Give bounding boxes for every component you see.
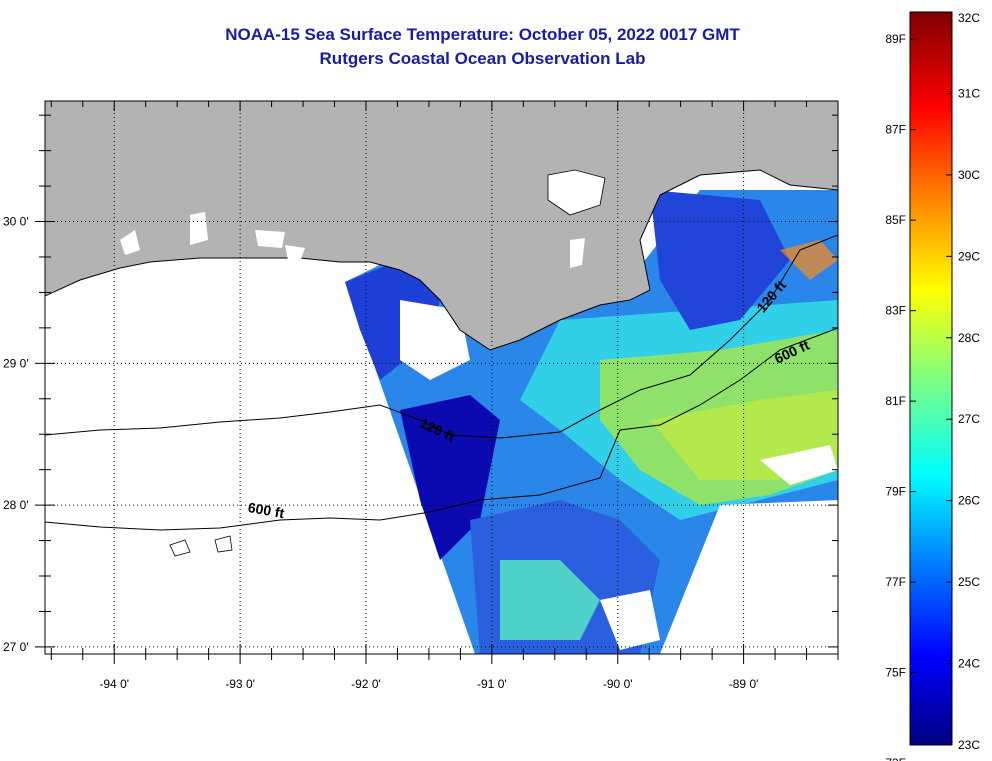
longitude-labels: -94 0' -93 0' -92 0' -91 0' -90 0' -89 0' [99, 677, 758, 691]
colorbar-f-label: 83F [885, 304, 906, 318]
colorbar-f-label: 81F [885, 394, 906, 408]
lon-tick-label: -94 0' [99, 677, 129, 691]
frame-ticks [35, 101, 839, 664]
sst-swath [345, 190, 838, 654]
lon-tick-label: -89 0' [729, 677, 759, 691]
colorbar-c-label: 31C [958, 86, 980, 100]
lat-tick-label: 28 0' [3, 498, 29, 512]
colorbar-f-label: 89F [885, 32, 906, 46]
lon-tick-label: -92 0' [351, 677, 381, 691]
colorbar-f-label: 87F [885, 123, 906, 137]
map-title: NOAA-15 Sea Surface Temperature: October… [225, 25, 740, 44]
lat-tick-label: 29 0' [3, 356, 29, 370]
contour-600ft [45, 327, 838, 531]
colorbar-c-label: 28C [958, 331, 980, 345]
land-mass [45, 101, 838, 351]
colorbar-c-label: 23C [958, 738, 980, 752]
colorbar-f-label: 75F [885, 666, 906, 680]
lon-tick-label: -91 0' [477, 677, 507, 691]
colorbar-c-label: 29C [958, 249, 980, 263]
map-subtitle: Rutgers Coastal Ocean Observation Lab [319, 49, 646, 68]
lon-tick-label: -90 0' [603, 677, 633, 691]
colorbar-f-label: 73F [885, 756, 906, 761]
colorbar-f-label: 79F [885, 485, 906, 499]
colorbar-c-label: 24C [958, 657, 980, 671]
colorbar-fahrenheit-labels: 89F 87F 85F 83F 81F 79F 77F 75F 73F [885, 32, 916, 761]
contour-120ft [45, 234, 838, 439]
colorbar-f-label: 85F [885, 213, 906, 227]
graticule [45, 101, 838, 654]
colorbar: 89F 87F 85F 83F 81F 79F 77F 75F 73F 32C 31C 30C 29C… [885, 11, 980, 761]
lon-tick-label: -93 0' [225, 677, 255, 691]
latitude-labels: 30 0' 29 0' 28 0' 27 0' [3, 215, 29, 654]
colorbar-c-label: 30C [958, 168, 980, 182]
colorbar-f-label: 77F [885, 575, 906, 589]
lat-tick-label: 30 0' [3, 215, 29, 229]
colorbar-c-label: 27C [958, 412, 980, 426]
lat-tick-label: 27 0' [3, 640, 29, 654]
colorbar-c-label: 32C [958, 11, 980, 25]
colorbar-c-label: 26C [958, 494, 980, 508]
colorbar-gradient [909, 11, 953, 746]
colorbar-c-label: 25C [958, 575, 980, 589]
map-frame [44, 100, 839, 655]
colorbar-celsius-labels: 32C 31C 30C 29C 28C 27C 26C 25C 24C 23C [946, 11, 980, 752]
contour-label: 600 ft [247, 499, 286, 521]
